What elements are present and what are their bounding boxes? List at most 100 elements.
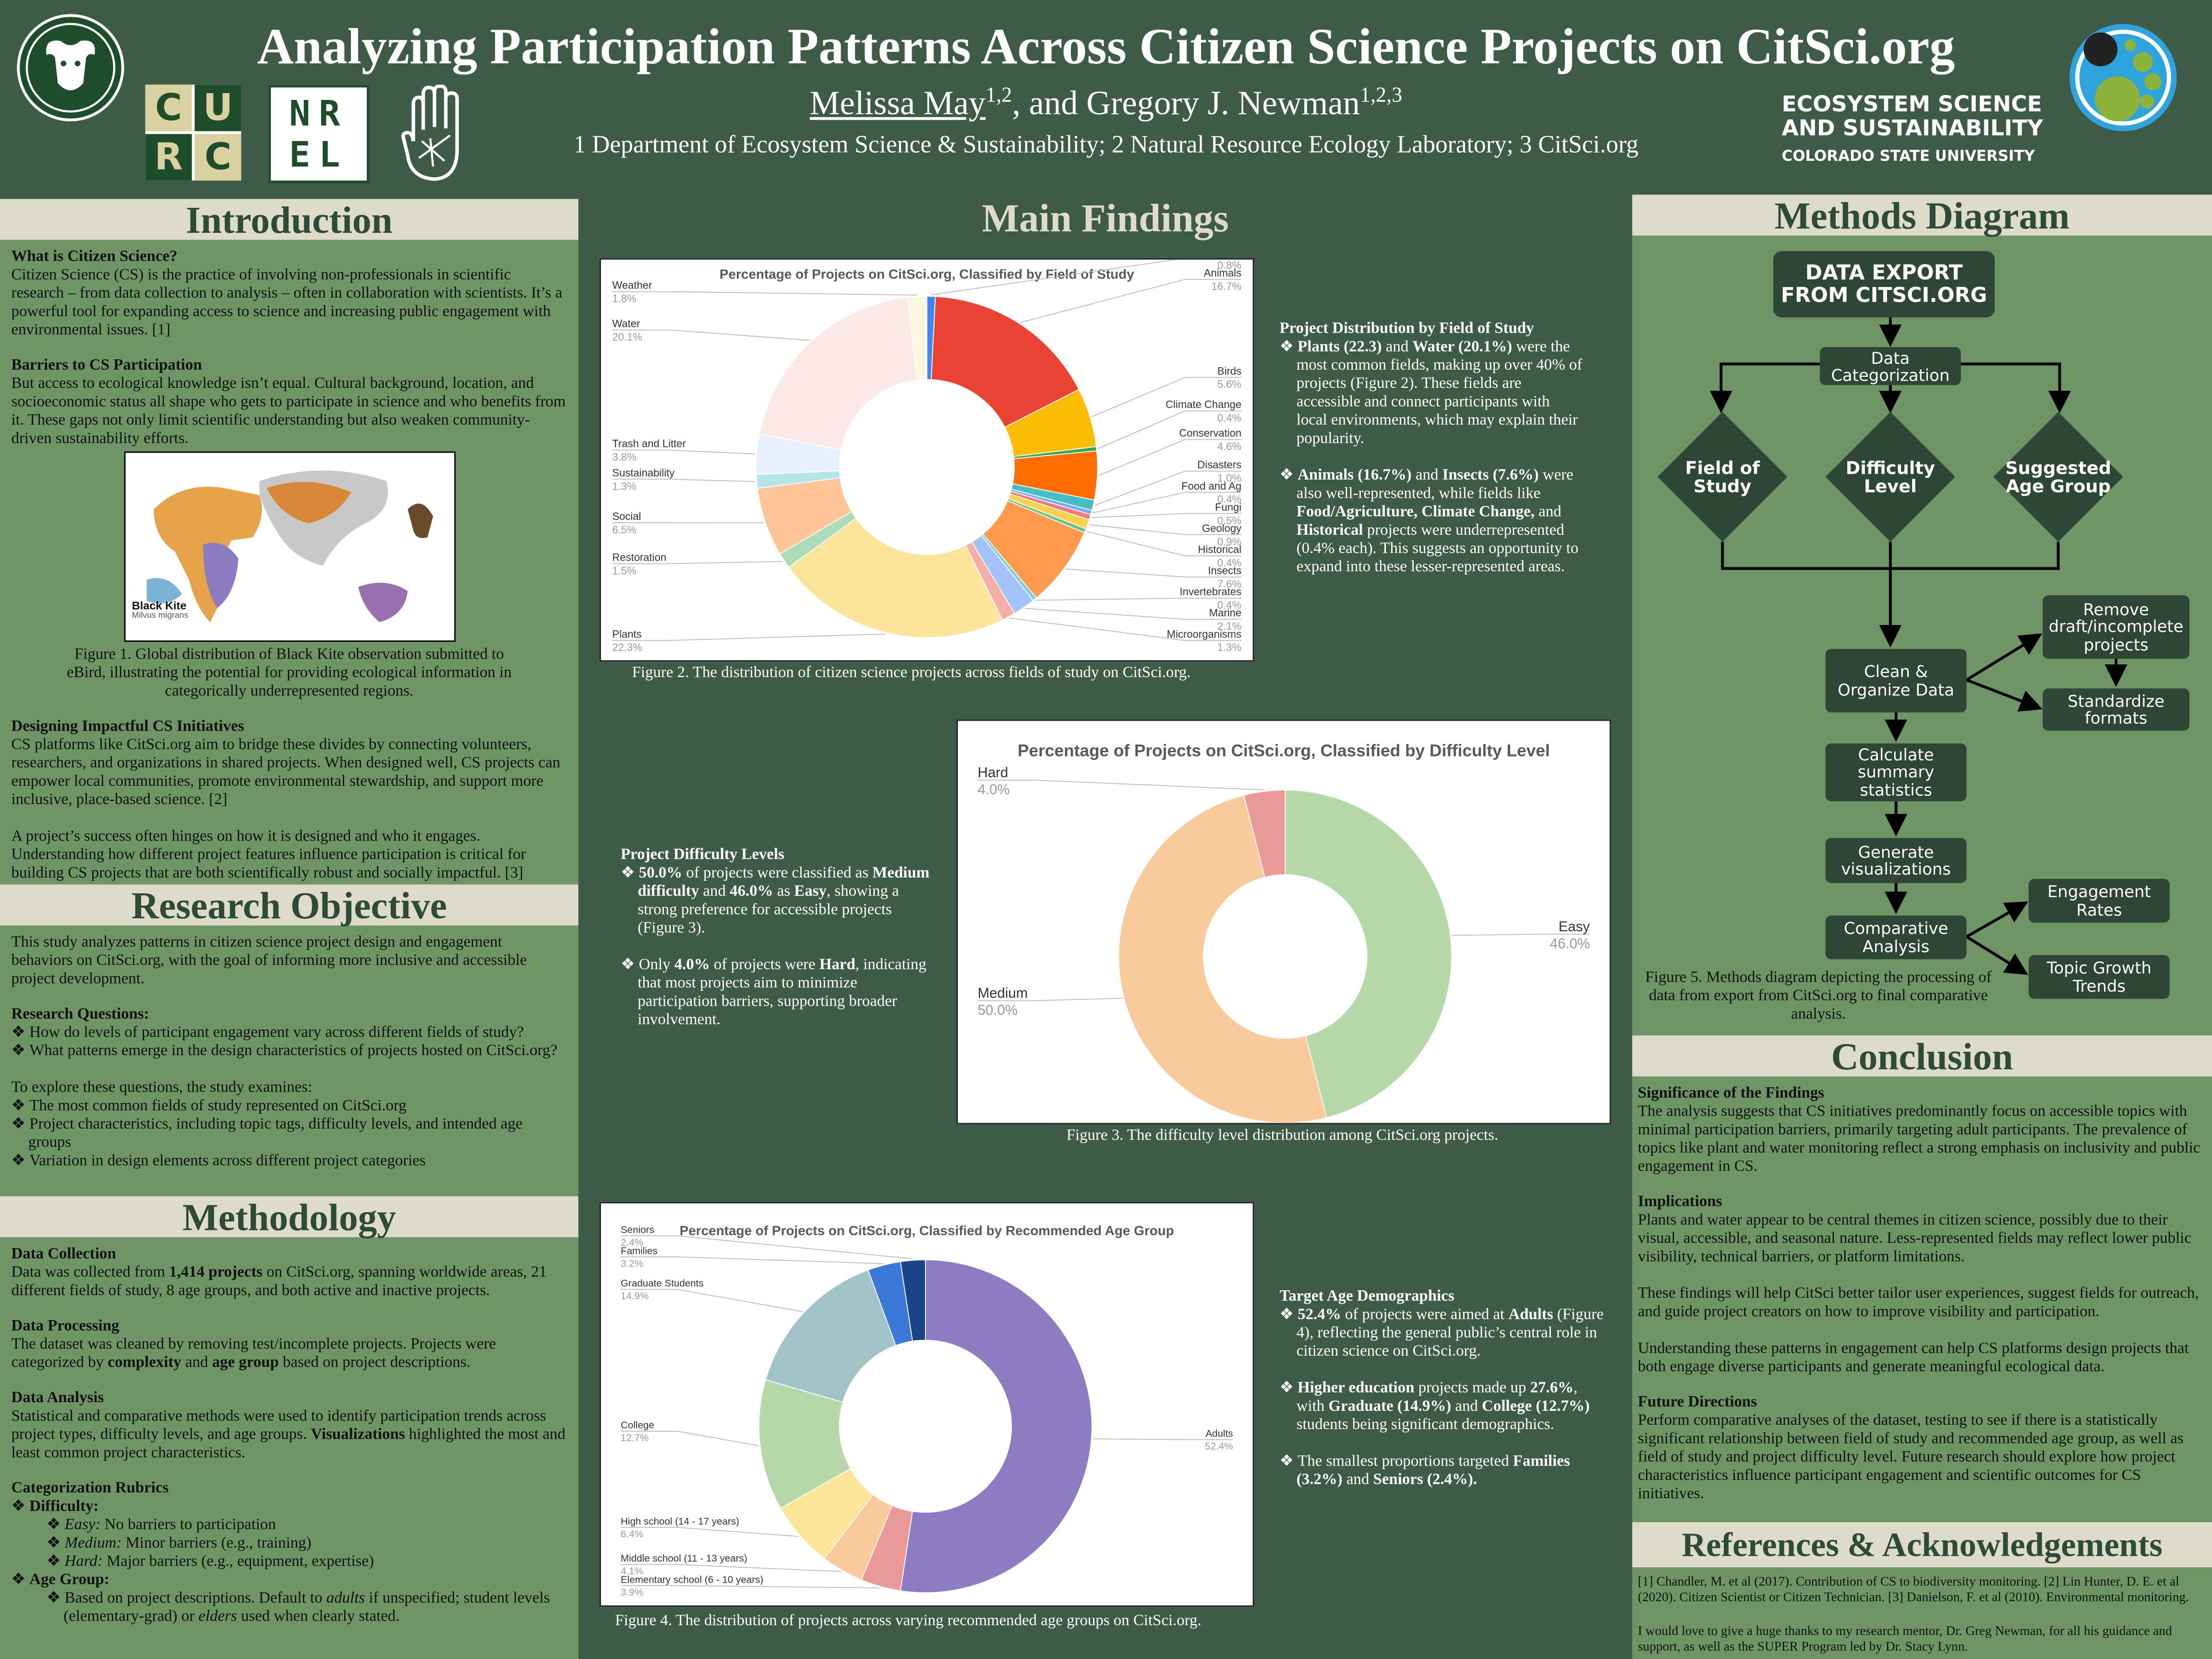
logo-dot [2083, 32, 2118, 67]
leader-line [1094, 470, 1242, 506]
subheading: Project Distribution by Field of Study [1279, 320, 1534, 337]
slice-value: 6.4% [621, 1528, 643, 1539]
poster-title: Analyzing Participation Patterns Across … [257, 18, 1955, 75]
text-run: Perform comparative analyses of the data… [1637, 1412, 2184, 1503]
section-body: Data Collection Data was collected from 1… [0, 1237, 578, 1659]
text-run: Families (3.2%) [1296, 1453, 1570, 1489]
text-run: projects were underrepresented (0.4% eac… [1296, 522, 1579, 576]
ram-eye [60, 60, 67, 67]
text-run: To explore these questions, the study ex… [11, 1079, 313, 1096]
paragraph: The analysis suggests that CS initiative… [1638, 1103, 2201, 1177]
section-body: This study analyzes patterns in citizen … [0, 926, 578, 1196]
bullet-item: Higher education projects made up 27.6%,… [1279, 1380, 1607, 1435]
paragraph: A project’s success often hinges on how … [12, 828, 567, 883]
text-run: These findings will help CitSci better t… [1637, 1285, 2199, 1321]
chart-frame: Percentage of Projects on CitSci.org, Cl… [599, 1202, 1254, 1607]
paragraph: Understanding these patterns in engageme… [1638, 1340, 2201, 1377]
bullet-list: 52.4% of projects were aimed at Adults (… [1279, 1306, 1607, 1490]
slice-label: College [621, 1420, 654, 1431]
slice-label: Water [612, 317, 640, 329]
leader-line [1093, 492, 1242, 514]
text-run: Understanding these patterns in engageme… [1637, 1340, 2189, 1376]
section-title: References & Acknowledgements [1632, 1522, 2212, 1567]
author-affiliation: 1,2,3 [1359, 84, 1403, 108]
bullet-list: 50.0% of projects were classified as Med… [621, 865, 934, 1030]
paragraph: To explore these questions, the study ex… [12, 1079, 567, 1097]
findings-text: Target Age Demographics52.4% of projects… [1279, 1288, 1607, 1490]
hand-pattern [418, 134, 451, 167]
text-run: Medium: [64, 1535, 122, 1552]
pie-slice [788, 517, 1003, 638]
chart: Percentage of Projects on CitSci.org, Cl… [978, 742, 1590, 1124]
subheading: Future Directions [1637, 1394, 1757, 1411]
paragraph: I would love to give a huge thanks to my… [1638, 1625, 2201, 1656]
logo-letters: EL [289, 134, 349, 175]
curc-logo: C U R C [145, 84, 241, 181]
university: COLORADO STATE UNIVERSITY [1781, 148, 2035, 165]
text-run: , indicating that most projects aim to m… [637, 956, 926, 1029]
text-run: complexity [108, 1354, 181, 1371]
text-run: age group [212, 1354, 279, 1371]
slice-value: 0.4% [1217, 412, 1241, 424]
text-run: Minor barriers (e.g., training) [121, 1535, 312, 1552]
leader-line [1089, 524, 1242, 535]
bullet-item: What patterns emerge in the design chara… [12, 1043, 567, 1061]
text-run: Difficulty: [29, 1498, 99, 1515]
slice-label: Trash and Litter [612, 438, 685, 450]
pie-slice [1285, 789, 1452, 1118]
diagram-node: Data Categorization [1820, 347, 1961, 385]
slice-label: Invertebrates [1180, 586, 1242, 598]
slice-label: Sustainability [612, 467, 674, 479]
slice-label: Seniors [621, 1224, 654, 1235]
slice-value: 2.4% [621, 1237, 643, 1248]
bullet-item: 52.4% of projects were aimed at Adults (… [1279, 1306, 1607, 1361]
slice-label: Marine [1209, 607, 1241, 619]
text-run: Easy [794, 883, 827, 900]
sub-bullet: Hard: Major barriers (e.g., equipment, e… [12, 1553, 567, 1572]
logo-letter: R [145, 134, 192, 181]
text-run: Animals (16.7%) [1298, 467, 1412, 484]
bullet-item: Age Group: [12, 1572, 567, 1590]
text-run: Water (20.1%) [1412, 338, 1513, 356]
slice-value: 0.4% [1217, 599, 1241, 611]
leader-line [1086, 530, 1242, 556]
logo-letters: NR [289, 93, 349, 134]
pie-slice [931, 296, 1080, 428]
paragraph: Data was collected from 1,414 projects o… [12, 1264, 567, 1300]
slice-label: Weather [612, 279, 652, 291]
slice-label: Animals [1204, 267, 1241, 279]
text-run: and [1411, 467, 1443, 484]
text-run: elders [198, 1608, 237, 1625]
slice-value: 4.6% [1217, 441, 1241, 453]
dept-line: ECOSYSTEM SCIENCE [1781, 92, 2042, 117]
bullet-item: Difficulty: [12, 1498, 567, 1516]
text-run: adults [326, 1590, 365, 1607]
section-title: Conclusion [1632, 1035, 2212, 1078]
text-run: Hard: [64, 1553, 103, 1570]
bullet-list: How do levels of participant engagement … [12, 1024, 567, 1061]
ram-eye [74, 60, 81, 67]
author: , and Gregory J. Newman [1012, 86, 1360, 123]
bullet-item: Animals (16.7%) and Insects (7.6%) were … [1279, 467, 1583, 577]
diagram-node: Calculate summary statistics [1825, 743, 1967, 802]
text-run: But access to ecological knowledge isn’t… [11, 375, 566, 447]
slice-value: 0.9% [1217, 536, 1241, 548]
slice-value: 0.5% [1217, 515, 1241, 527]
diamond-label: Suggested Age Group [2005, 457, 2112, 497]
pie-slice [1243, 789, 1286, 878]
pie-slice [758, 1379, 852, 1509]
slice-label: Birds [1217, 365, 1241, 377]
diagram-area: Figure 5. Methods diagram depicting the … [1632, 236, 2212, 1035]
bullet-item: The smallest proportions targeted Famili… [1279, 1453, 1607, 1490]
chart-title: Percentage of Projects on CitSci.org, Cl… [720, 266, 1134, 281]
text-run: A project’s success often hinges on how … [11, 828, 526, 882]
section-body: [1] Chandler, M. et al (2017). Contribut… [1632, 1567, 2212, 1656]
text-run: 50.0% [638, 865, 683, 882]
map-drawing [146, 470, 433, 623]
slice-value: 4.1% [621, 1566, 643, 1577]
leader-line [1091, 377, 1242, 418]
slice-value: 1.3% [1217, 641, 1241, 653]
slice-label: Historical [1198, 543, 1242, 555]
text-run: Medium difficulty [637, 865, 930, 900]
